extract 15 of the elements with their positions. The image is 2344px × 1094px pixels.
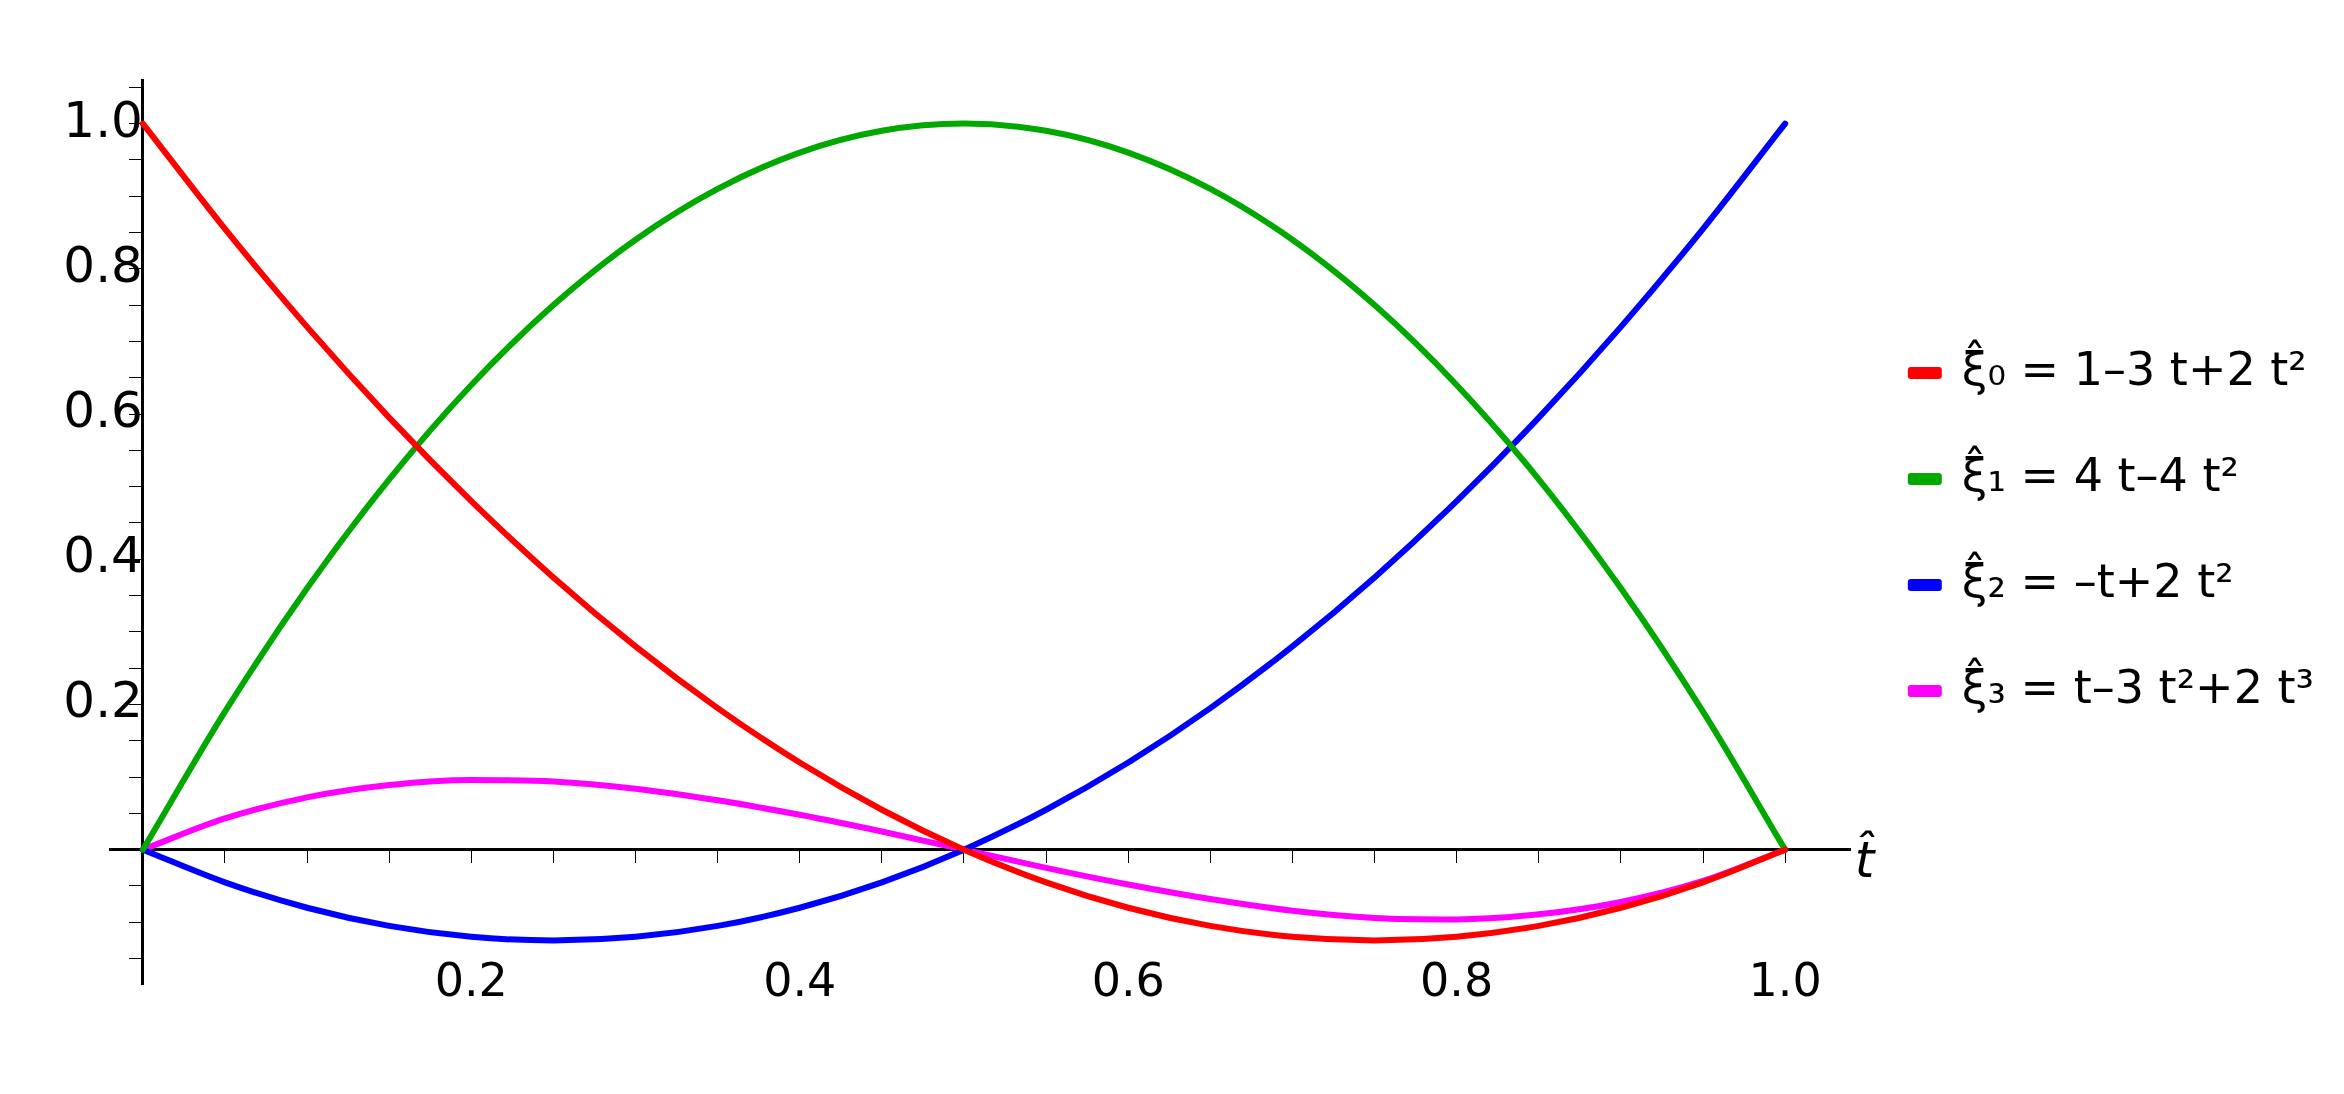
legend-label: ξ̂₂ = –t+2 t² xyxy=(1961,550,2234,608)
x-tick-label: 0.8 xyxy=(1420,953,1494,1008)
x-tick-label: 0.2 xyxy=(434,953,508,1008)
x-tick-label: 0.4 xyxy=(763,953,837,1008)
y-tick-label: 0.8 xyxy=(63,235,143,294)
y-tick-label: 0.4 xyxy=(63,526,143,585)
y-tick-label: 0.2 xyxy=(63,671,143,730)
x-axis-title: t̂ xyxy=(1854,829,1877,889)
x-tick-label: 0.6 xyxy=(1091,953,1165,1008)
legend-label: ξ̂₁ = 4 t–4 t² xyxy=(1961,444,2239,502)
y-tick-label: 1.0 xyxy=(63,90,143,149)
legend-label: ξ̂₀ = 1–3 t+2 t² xyxy=(1961,338,2307,396)
y-tick-label: 0.6 xyxy=(63,380,143,439)
x-tick-label: 1.0 xyxy=(1748,953,1822,1008)
legend-label: ξ̂₃ = t–3 t²+2 t³ xyxy=(1961,656,2314,714)
